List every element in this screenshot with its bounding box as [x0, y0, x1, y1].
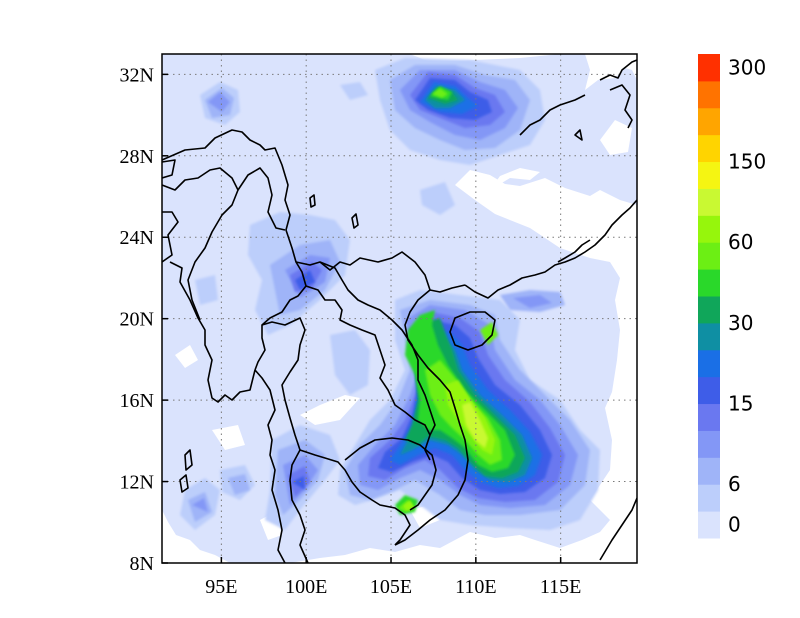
colorbar-box	[698, 349, 720, 378]
colorbar-box	[698, 376, 720, 405]
contour-level-80	[462, 402, 488, 448]
colorbar-label: 60	[728, 230, 753, 254]
colorbar-label: 0	[728, 513, 741, 537]
y-axis: 32N 28N 24N 20N 16N 12N 8N	[120, 64, 168, 575]
plot-area	[162, 54, 637, 563]
colorbar-label: 6	[728, 472, 741, 496]
y-tick-label: 28N	[120, 146, 154, 168]
contour-gap	[175, 345, 198, 368]
colorbar-box	[698, 296, 720, 324]
colorbar-box	[698, 242, 720, 270]
grid-lines	[162, 54, 637, 563]
colorbar-box	[698, 430, 720, 458]
x-tick-label: 115E	[540, 576, 581, 598]
y-tick-label: 16N	[120, 390, 154, 412]
y-tick-label: 20N	[120, 309, 154, 331]
colorbar-label: 150	[728, 150, 766, 174]
coastlines-and-borders	[162, 59, 637, 563]
colorbar-box	[698, 215, 720, 243]
x-tick-label: 95E	[205, 576, 237, 598]
colorbar-label: 300	[728, 55, 766, 79]
x-tick-label: 100E	[285, 576, 327, 598]
colorbar-box	[698, 269, 720, 297]
colorbar-box	[698, 54, 720, 82]
y-tick-label: 24N	[120, 227, 154, 249]
colorbar-box	[698, 134, 720, 163]
colorbar: 0 6 15 30 60 150 300	[698, 54, 766, 539]
contour-gap	[490, 168, 540, 190]
colorbar-label: 15	[728, 392, 753, 416]
y-tick-label: 32N	[120, 64, 154, 86]
colorbar-label: 30	[728, 311, 753, 335]
colorbar-box	[698, 188, 720, 216]
colorbar-box	[698, 484, 720, 512]
x-tick-label: 105E	[370, 576, 412, 598]
plot-frame	[161, 53, 638, 564]
colorbar-box	[698, 80, 720, 109]
colorbar-box	[698, 161, 720, 189]
colorbar-box	[698, 457, 720, 485]
x-tick-label: 110E	[455, 576, 496, 598]
colorbar-box	[698, 107, 720, 136]
y-tick-label: 8N	[130, 553, 154, 575]
x-axis: 95E 100E 105E 110E 115E	[205, 557, 581, 598]
colorbar-box	[698, 322, 720, 351]
contour-gap	[300, 395, 360, 425]
contour-gap	[212, 425, 245, 450]
y-tick-label: 12N	[120, 472, 154, 494]
contour-gap	[600, 120, 632, 155]
colorbar-box	[698, 403, 720, 431]
colorbar-box	[698, 511, 720, 539]
